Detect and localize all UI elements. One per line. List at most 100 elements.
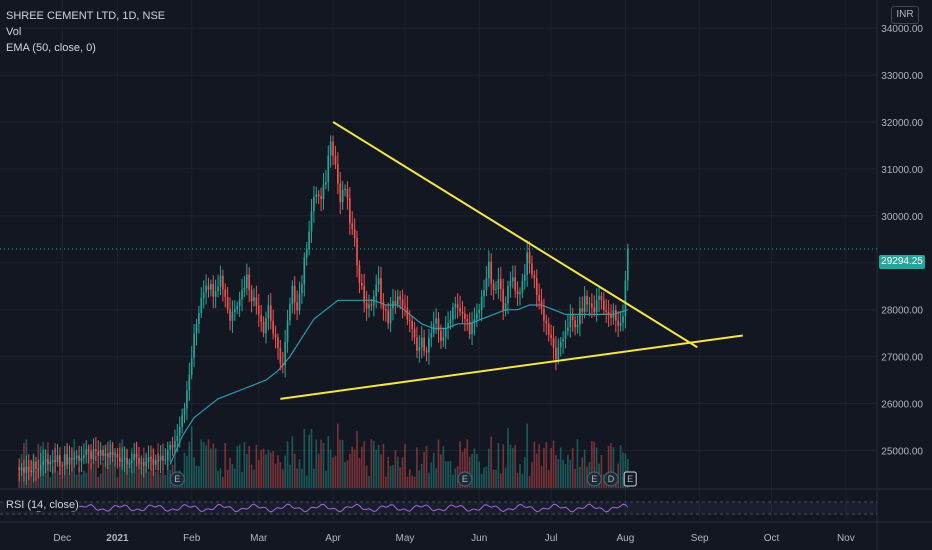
price-axis[interactable]: 25000.0026000.0027000.0028000.0029000.00… <box>881 24 923 457</box>
candle <box>552 326 555 360</box>
candle-body <box>138 457 140 464</box>
candle <box>301 275 303 304</box>
candle <box>109 439 112 465</box>
legend-title[interactable]: SHREE CEMENT LTD, 1D, NSE <box>6 10 166 22</box>
candle <box>471 311 473 346</box>
candle <box>384 304 387 322</box>
candle-body <box>56 455 59 462</box>
candle-body <box>95 449 97 452</box>
volume-bar <box>595 447 598 488</box>
candle <box>128 458 131 469</box>
volume-bar <box>339 439 342 488</box>
volume-bar <box>90 463 92 488</box>
volume-bar <box>502 444 505 488</box>
marker-circle <box>169 471 185 487</box>
candle-body <box>516 290 519 295</box>
candle <box>487 250 490 287</box>
volume-bar <box>207 439 210 488</box>
candle-body <box>411 321 413 330</box>
volume-bar <box>217 470 219 488</box>
candle-body <box>289 304 291 321</box>
candle <box>540 288 543 315</box>
volume-bar <box>413 476 416 488</box>
candle-body <box>214 291 217 297</box>
candle-body <box>303 257 306 285</box>
candle <box>339 171 342 215</box>
candle-body <box>39 464 42 471</box>
legend-vol[interactable]: Vol <box>6 26 22 38</box>
candle <box>559 336 562 357</box>
candle-body <box>68 457 71 465</box>
candle-body <box>423 337 425 351</box>
volume-bar <box>487 448 490 488</box>
rsi-legend[interactable]: RSI (14, close) <box>6 499 79 511</box>
candle-body <box>286 320 289 342</box>
candle-body <box>581 308 584 313</box>
candle-body <box>480 296 483 310</box>
candle-body <box>202 292 205 298</box>
candle <box>42 449 44 476</box>
volume-bar <box>567 454 569 488</box>
time-axis[interactable]: Dec 2021 Feb Mar Apr May Jun Jul Aug Sep Oct Nov <box>53 533 854 544</box>
candle <box>35 456 37 482</box>
legend-ema[interactable]: EMA (50, close, 0) <box>6 42 96 54</box>
volume-bar <box>317 453 320 488</box>
candle-body <box>420 337 423 348</box>
volume-bar <box>485 466 488 488</box>
candle-body <box>205 285 207 293</box>
volume-bar <box>329 449 332 488</box>
candle <box>466 314 469 331</box>
candle <box>126 449 128 475</box>
candle <box>310 198 313 244</box>
candle-body <box>281 363 284 366</box>
volume-bar <box>411 475 413 488</box>
candle-body <box>476 313 478 320</box>
volume-bar <box>49 477 52 488</box>
candle-body <box>126 458 128 465</box>
candle <box>317 190 320 205</box>
candle-body <box>595 299 598 313</box>
candle-body <box>27 466 30 471</box>
candle <box>257 293 260 327</box>
candle-body <box>51 460 54 462</box>
volume-bar <box>133 471 136 488</box>
candle-body <box>372 296 375 306</box>
candle <box>229 297 231 331</box>
volume-bar <box>293 453 296 488</box>
candle <box>255 285 258 315</box>
candle-body <box>85 449 88 456</box>
volume-bar <box>471 453 473 488</box>
currency-badge[interactable]: INR <box>891 6 919 24</box>
candle-body <box>59 455 61 466</box>
candle <box>591 293 593 319</box>
candle-body <box>327 155 330 182</box>
candle <box>281 352 284 374</box>
volume-bar <box>478 461 481 488</box>
candle-body <box>92 449 95 460</box>
candle <box>519 287 521 306</box>
candle-body <box>262 321 265 334</box>
candle <box>473 307 476 336</box>
candle-body <box>90 451 92 460</box>
candle <box>322 173 325 210</box>
x-tick-label: Dec <box>53 533 71 544</box>
candle <box>454 296 457 320</box>
volume-bar <box>610 443 612 488</box>
volume-bar <box>514 445 517 488</box>
candle-body <box>432 323 435 333</box>
candle <box>23 459 25 482</box>
candle-body <box>231 311 234 321</box>
candle-body <box>514 277 517 291</box>
volume-bar <box>499 473 502 488</box>
candle <box>550 324 552 346</box>
candle <box>32 454 35 483</box>
candle <box>66 442 68 470</box>
y-tick-label: 32000.00 <box>881 118 923 129</box>
volume-bar <box>387 456 390 488</box>
candle-body <box>23 467 25 473</box>
candle-body <box>341 189 344 203</box>
volume-bar <box>372 440 375 488</box>
candle-body <box>238 299 241 307</box>
candle-body <box>329 141 332 156</box>
